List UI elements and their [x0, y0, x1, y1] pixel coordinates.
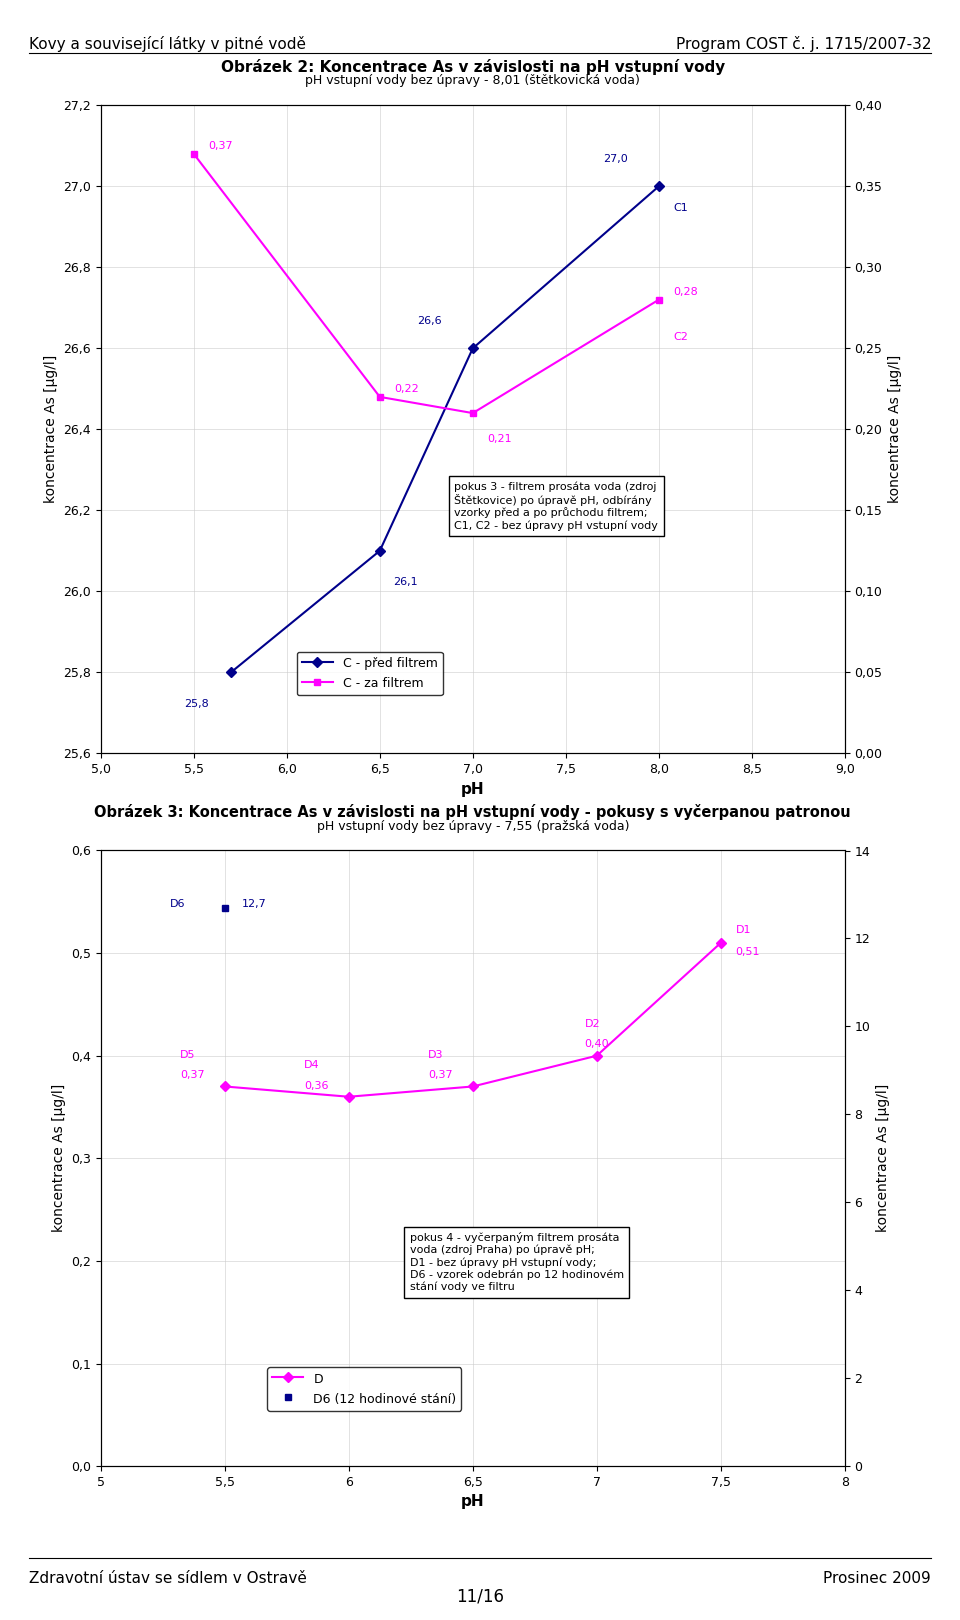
X-axis label: pH: pH [461, 1494, 485, 1510]
Title: Obrázek 3: Koncentrace As v závislosti na pH vstupní vody - pokusy s vyčerpanou : Obrázek 3: Koncentrace As v závislosti n… [94, 804, 852, 820]
Title: Obrázek 2: Koncentrace As v závislosti na pH vstupní vody: Obrázek 2: Koncentrace As v závislosti n… [221, 58, 725, 75]
Text: 0,51: 0,51 [735, 948, 760, 957]
Text: pokus 3 - filtrem prosáta voda (zdroj
Štětkovice) po úpravě pH, odbírány
vzorky : pokus 3 - filtrem prosáta voda (zdroj Št… [454, 481, 658, 530]
Text: C2: C2 [674, 332, 688, 342]
Text: 0,40: 0,40 [585, 1040, 609, 1050]
Text: 26,6: 26,6 [417, 316, 442, 326]
Y-axis label: koncentrace As [μg/l]: koncentrace As [μg/l] [43, 355, 58, 504]
Text: 0,37: 0,37 [428, 1071, 453, 1081]
Text: 0,22: 0,22 [395, 384, 420, 394]
Text: 11/16: 11/16 [456, 1588, 504, 1605]
Text: 0,37: 0,37 [208, 141, 233, 151]
X-axis label: pH: pH [461, 781, 485, 797]
Text: 0,36: 0,36 [304, 1081, 328, 1090]
Text: Program COST č. j. 1715/2007-32: Program COST č. j. 1715/2007-32 [676, 36, 931, 52]
Text: pokus 4 - vyčerpaným filtrem prosáta
voda (zdroj Praha) po úpravě pH;
D1 - bez ú: pokus 4 - vyčerpaným filtrem prosáta vod… [410, 1233, 624, 1293]
Text: 26,1: 26,1 [393, 577, 418, 586]
Text: Kovy a související látky v pitné vodě: Kovy a související látky v pitné vodě [29, 36, 306, 52]
Text: D2: D2 [585, 1019, 600, 1029]
Text: pH vstupní vody bez úpravy - 7,55 (pražská voda): pH vstupní vody bez úpravy - 7,55 (pražs… [317, 820, 629, 833]
Text: 0,28: 0,28 [674, 287, 699, 296]
Y-axis label: koncentrace As [μg/l]: koncentrace As [μg/l] [52, 1084, 65, 1233]
Text: D5: D5 [180, 1050, 196, 1059]
Text: D4: D4 [304, 1059, 320, 1071]
Text: D1: D1 [735, 925, 751, 935]
Text: Prosinec 2009: Prosinec 2009 [824, 1571, 931, 1586]
Text: D6: D6 [170, 899, 185, 909]
Text: 27,0: 27,0 [603, 154, 628, 164]
Text: D3: D3 [428, 1050, 444, 1059]
Text: 0,37: 0,37 [180, 1071, 204, 1081]
Y-axis label: koncentrace As [μg/l]: koncentrace As [μg/l] [876, 1084, 890, 1233]
Text: pH vstupní vody bez úpravy - 8,01 (štětkovická voda): pH vstupní vody bez úpravy - 8,01 (štětk… [305, 75, 640, 87]
Y-axis label: koncentrace As [μg/l]: koncentrace As [μg/l] [888, 355, 902, 504]
Text: 12,7: 12,7 [242, 899, 267, 909]
Legend: C - před filtrem, C - za filtrem: C - před filtrem, C - za filtrem [297, 651, 443, 695]
Text: Zdravotní ústav se sídlem v Ostravě: Zdravotní ústav se sídlem v Ostravě [29, 1571, 306, 1586]
Text: 0,21: 0,21 [488, 434, 513, 444]
Legend: D, D6 (12 hodinové stání): D, D6 (12 hodinové stání) [267, 1367, 462, 1411]
Text: C1: C1 [674, 202, 688, 212]
Text: 25,8: 25,8 [184, 698, 209, 708]
